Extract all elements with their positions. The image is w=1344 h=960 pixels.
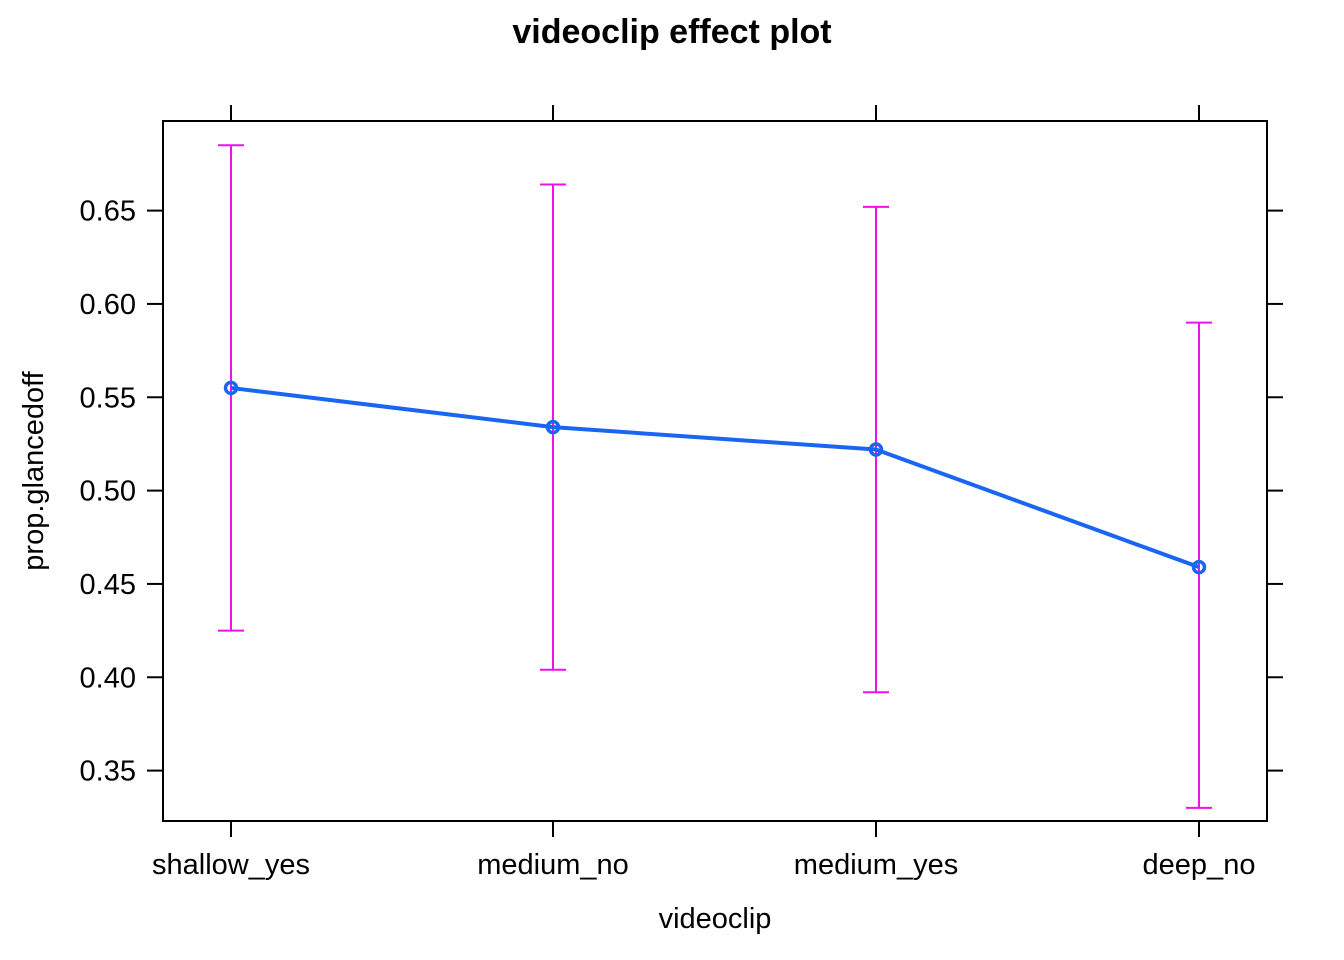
series-line <box>230 385 1200 570</box>
y-tick-label: 0.40 <box>80 662 136 694</box>
x-tick-label: deep_no <box>1143 849 1256 881</box>
y-tick-label: 0.35 <box>80 756 136 788</box>
y-tick-label: 0.65 <box>80 196 136 228</box>
y-axis-label: prop.glancedoff <box>18 370 50 570</box>
series-effect <box>223 380 1207 575</box>
y-tick-label: 0.60 <box>80 289 136 321</box>
chart-title: videoclip effect plot <box>512 13 831 51</box>
x-axis-label: videoclip <box>659 903 772 935</box>
y-axis: 0.35 0.40 0.45 0.50 0.55 0.60 0.65 <box>80 196 1283 788</box>
x-axis: shallow_yes medium_no medium_yes deep_no <box>152 105 1255 881</box>
data-point <box>1191 559 1207 575</box>
plot-frame <box>162 120 1268 822</box>
x-tick-label: medium_no <box>477 849 629 881</box>
data-point <box>545 419 561 435</box>
data-point <box>223 380 239 396</box>
data-point <box>868 442 884 457</box>
y-tick-label: 0.45 <box>80 569 136 601</box>
y-tick-label: 0.50 <box>80 476 136 508</box>
y-tick-label: 0.55 <box>80 382 136 414</box>
x-tick-label: medium_yes <box>794 849 958 881</box>
error-bars <box>218 144 1212 809</box>
x-tick-label: shallow_yes <box>152 849 310 881</box>
